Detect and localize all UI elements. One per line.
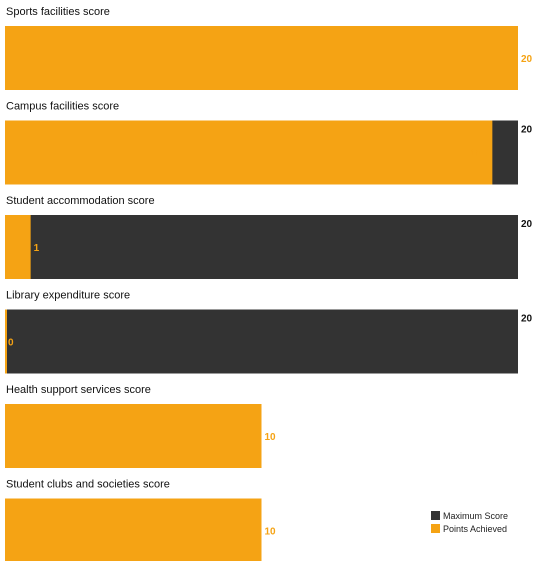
- bar-points-achieved: [5, 120, 493, 185]
- label-points-achieved: 1: [34, 243, 40, 254]
- row-library-expenditure-score: Library expenditure score 20 0: [5, 290, 533, 374]
- row-title: Sports facilities score: [6, 6, 110, 18]
- row-title: Health support services score: [6, 384, 151, 396]
- label-maximum-score: 20: [521, 125, 533, 136]
- row-title: Campus facilities score: [6, 101, 119, 113]
- row-title: Library expenditure score: [6, 290, 130, 302]
- label-points-achieved: 10: [265, 527, 277, 538]
- row-title: Student accommodation score: [6, 195, 155, 207]
- bar-points-achieved: [5, 309, 7, 374]
- chart-legend: Maximum Score Points Achieved: [431, 511, 508, 534]
- label-points-achieved: 10: [265, 432, 277, 443]
- label-points-achieved: 19: [470, 149, 482, 160]
- legend-label-points-achieved: Points Achieved: [443, 524, 507, 534]
- bar-maximum-score: [5, 309, 518, 374]
- label-maximum-score: 20: [521, 219, 533, 230]
- row-health-support-services-score: Health support services score 10: [5, 384, 276, 468]
- legend-label-maximum-score: Maximum Score: [443, 511, 508, 521]
- label-points-achieved: 20: [521, 54, 533, 65]
- bar-points-achieved: [5, 404, 262, 468]
- label-maximum-score: 20: [521, 314, 533, 325]
- label-points-achieved: 0: [8, 338, 14, 349]
- row-campus-facilities-score: Campus facilities score 20 19: [5, 101, 533, 185]
- bar-points-achieved: [5, 26, 518, 90]
- row-title: Student clubs and societies score: [6, 479, 170, 491]
- legend-swatch-points-achieved: [431, 524, 440, 533]
- bar-points-achieved: [5, 498, 262, 561]
- bar-maximum-score: [5, 215, 518, 279]
- legend-swatch-maximum-score: [431, 511, 440, 520]
- bar-points-achieved: [5, 215, 31, 279]
- row-student-accommodation-score: Student accommodation score 20 1: [5, 195, 533, 279]
- row-sports-facilities-score: Sports facilities score 20: [5, 6, 533, 90]
- row-student-clubs-and-societies-score: Student clubs and societies score 10: [5, 479, 276, 561]
